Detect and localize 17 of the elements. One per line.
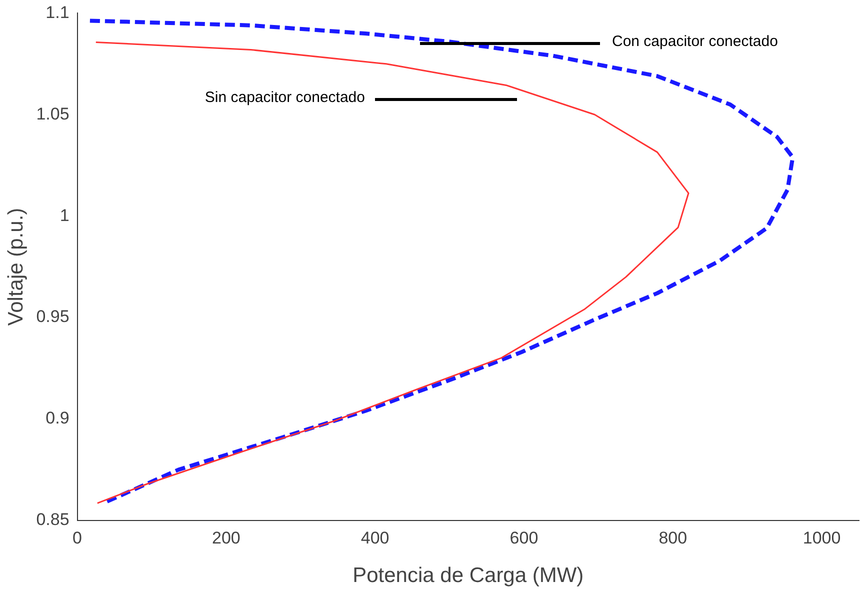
y-tick-label: 1 <box>60 206 70 225</box>
x-tick-label: 400 <box>360 528 390 548</box>
y-tick-label: 1.05 <box>36 104 70 124</box>
x-tick-label: 800 <box>658 528 688 548</box>
y-tick-label: 0.9 <box>46 408 70 428</box>
x-tick-label: 0 <box>72 528 82 548</box>
y-tick-label: 0.85 <box>36 510 70 530</box>
annotation: Con capacitor conectado <box>612 33 778 50</box>
x-tick-label: 1000 <box>802 528 841 548</box>
x-axis-title: Potencia de Carga (MW) <box>352 564 584 588</box>
y-axis-title: Voltaje (p.u.) <box>4 208 28 326</box>
annotation: Sin capacitor conectado <box>204 89 365 106</box>
x-tick-label: 200 <box>212 528 240 548</box>
x-tick-label: 600 <box>510 528 538 548</box>
y-tick-label: 1.1 <box>46 2 70 22</box>
line-series <box>88 18 795 504</box>
y-tick-label: 0.95 <box>36 307 70 326</box>
